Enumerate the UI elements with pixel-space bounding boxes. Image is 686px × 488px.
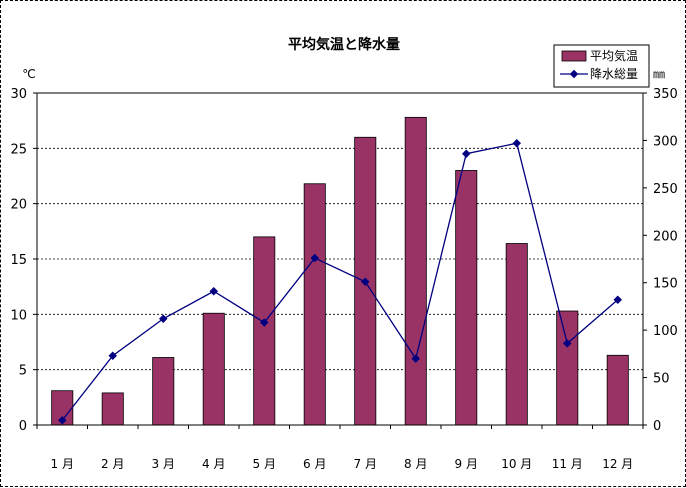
gridlines: [37, 147, 643, 371]
bar: [455, 170, 478, 426]
bar: [101, 392, 124, 426]
x-tick-label: 6 月: [303, 457, 326, 471]
x-tick-label: 3 月: [152, 457, 175, 471]
right-tick-label: 150: [653, 277, 678, 292]
x-tick-label: 5 月: [253, 457, 276, 471]
right-tick-label: 50: [653, 372, 670, 387]
x-tick-label: 8 月: [404, 457, 427, 471]
x-tick-label: 9 月: [455, 457, 478, 471]
right-tick-label: 350: [653, 87, 678, 102]
line-point: [411, 354, 420, 363]
line-point: [613, 295, 622, 305]
line-point: [108, 351, 117, 360]
legend: 平均気温 降水総量: [553, 44, 650, 88]
left-tick-label: 30: [10, 87, 27, 102]
legend-label-temperature: 平均気温: [590, 48, 638, 63]
bar: [303, 183, 326, 426]
bar-series: [51, 116, 629, 426]
left-axis-unit: ℃: [22, 67, 35, 81]
line-point: [159, 314, 168, 324]
chart-title: 平均気温と降水量: [288, 36, 400, 53]
bar: [556, 310, 579, 426]
line-point: [462, 149, 471, 158]
right-tick-label: 0: [653, 419, 661, 434]
legend-label-precipitation: 降水総量: [590, 67, 638, 81]
right-tick-label: 100: [653, 324, 678, 339]
bar: [152, 357, 175, 426]
x-tick-label: 2 月: [101, 457, 124, 471]
left-tick-label: 15: [10, 253, 27, 268]
left-tick-label: 10: [10, 308, 27, 323]
line-point: [58, 416, 67, 425]
right-tick-label: 200: [653, 229, 678, 244]
x-tick-label: 10 月: [501, 457, 532, 471]
bar: [253, 236, 276, 426]
x-tick-label: 12 月: [602, 457, 633, 471]
x-tick-label: 7 月: [354, 457, 377, 471]
line-point: [361, 277, 370, 287]
bar: [505, 243, 528, 426]
precipitation-line: [61, 142, 619, 421]
line-point: [260, 318, 269, 327]
x-tick-label: 4 月: [202, 457, 225, 471]
x-tick-label: 1 月: [51, 457, 74, 471]
left-tick-label: 0: [19, 419, 27, 434]
left-tick-label: 25: [10, 142, 27, 157]
line-point: [563, 339, 572, 348]
right-tick-label: 300: [653, 134, 678, 149]
plot-area: [37, 93, 643, 425]
line-point: [310, 253, 319, 263]
left-tick-label: 5: [19, 364, 27, 379]
bar: [202, 312, 225, 426]
line-point: [209, 287, 218, 296]
right-axis-unit: ㎜: [653, 67, 665, 81]
bar: [404, 116, 427, 426]
right-tick-label: 250: [653, 182, 678, 197]
legend-swatch-temperature: [561, 50, 587, 62]
x-tick-label: 11 月: [552, 457, 583, 471]
left-tick-label: 20: [10, 198, 27, 213]
bar: [606, 354, 629, 426]
